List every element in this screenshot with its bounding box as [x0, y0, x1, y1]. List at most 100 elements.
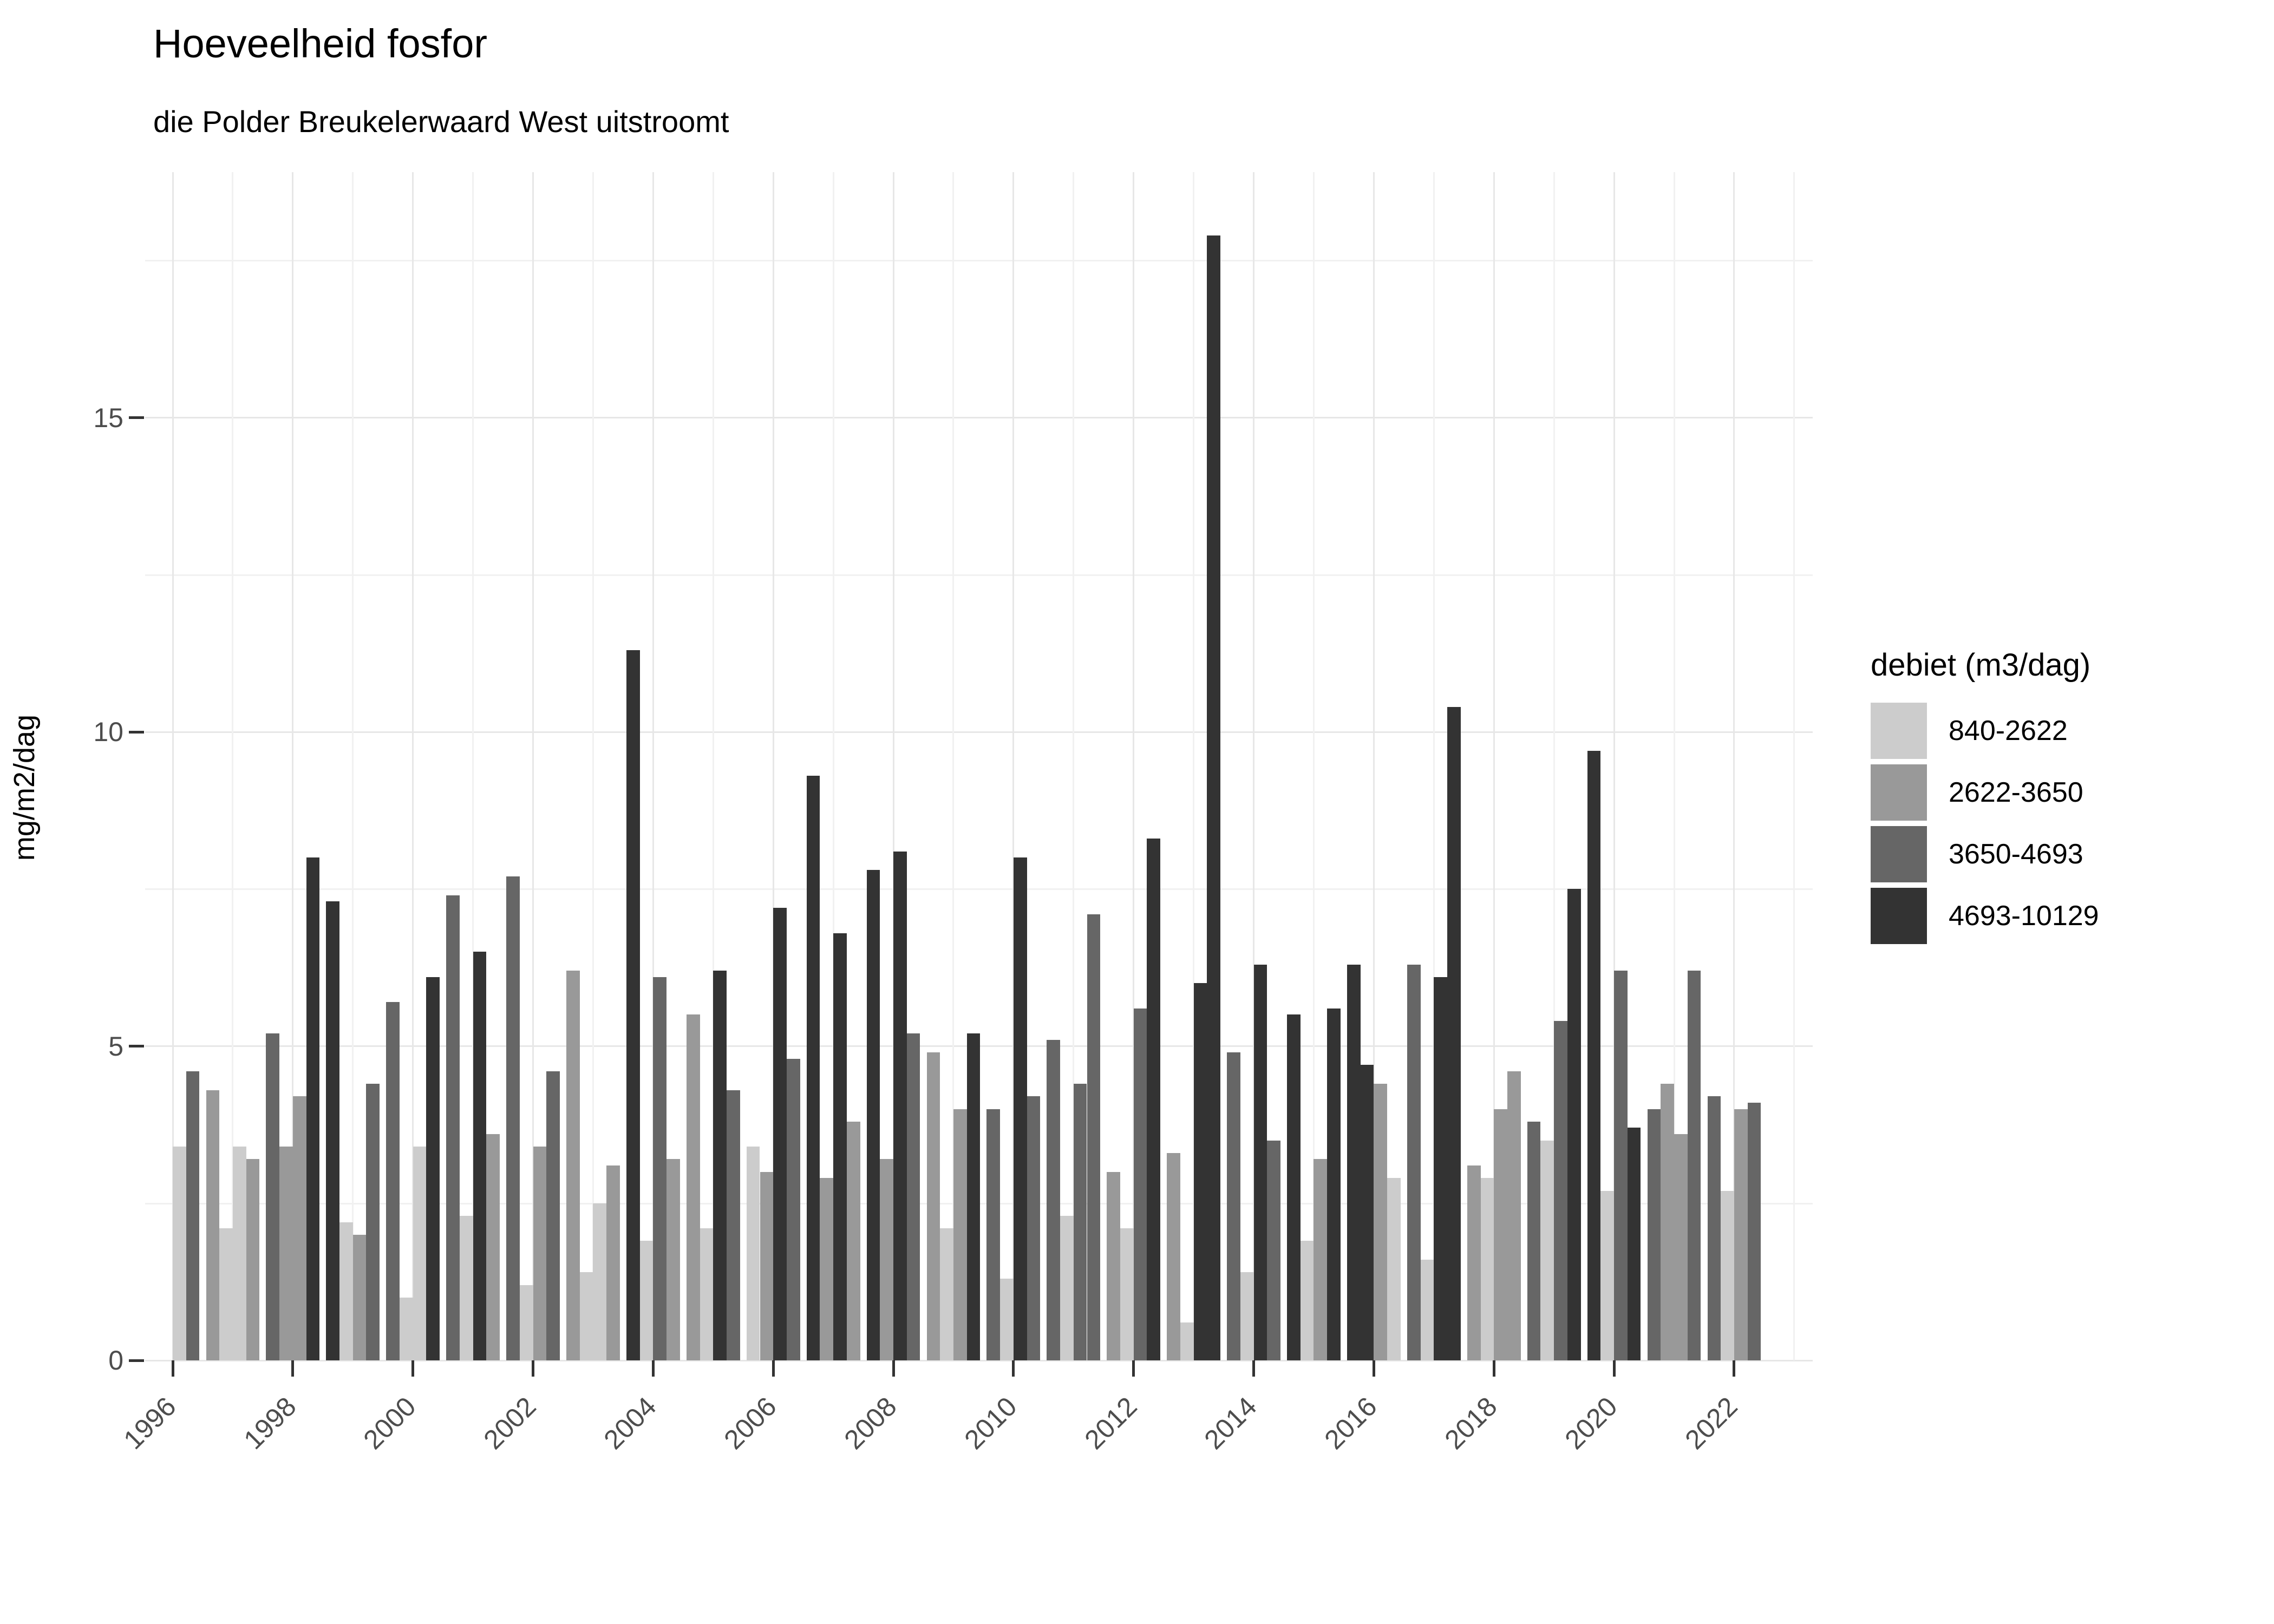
bar-2018-q4 — [1507, 1071, 1521, 1360]
bar-2000-q2 — [399, 1297, 413, 1360]
bar-2008-q1 — [866, 870, 880, 1360]
bar-2003-q3 — [593, 1203, 607, 1360]
gridline-major-v — [172, 172, 174, 1360]
bar-2005-q1 — [686, 1014, 700, 1360]
bar-2020-q4 — [1627, 1128, 1641, 1360]
bar-2021-q1 — [1647, 1109, 1661, 1360]
x-tick-label: 2010 — [958, 1391, 1023, 1456]
bar-2005-q3 — [713, 971, 727, 1360]
bar-2022-q2 — [1721, 1190, 1734, 1360]
bar-2011-q4 — [1087, 914, 1101, 1360]
bar-2009-q1 — [926, 1052, 940, 1360]
bar-2007-q2 — [820, 1178, 834, 1360]
bar-2010-q1 — [986, 1109, 1001, 1360]
gridline-minor-v — [712, 172, 714, 1360]
gridline-major-v — [1733, 172, 1735, 1360]
bar-2003-q1 — [566, 971, 580, 1360]
bar-1999-q1 — [326, 901, 340, 1360]
x-tick — [1612, 1360, 1616, 1377]
gridline-major-v — [652, 172, 654, 1360]
x-tick-label: 2018 — [1439, 1391, 1503, 1456]
bar-2009-q3 — [953, 1109, 967, 1360]
bar-2000-q4 — [426, 977, 440, 1360]
x-tick-label: 2000 — [357, 1391, 422, 1456]
bar-2003-q4 — [606, 1165, 620, 1360]
bar-2015-q2 — [1300, 1241, 1314, 1360]
bar-2002-q4 — [546, 1071, 560, 1360]
gridline-major-v — [292, 172, 294, 1360]
bar-2019-q3 — [1554, 1021, 1567, 1360]
gridline-minor-h — [145, 260, 1813, 262]
bar-2014-q4 — [1267, 1140, 1280, 1360]
x-tick — [1132, 1360, 1135, 1377]
gridline-major-h — [145, 417, 1813, 418]
gridline-minor-v — [592, 172, 594, 1360]
gridline-minor-v — [952, 172, 955, 1360]
chart-subtitle: die Polder Breukelerwaard West uitstroom… — [153, 104, 729, 139]
y-tick-label: 0 — [108, 1345, 123, 1376]
bar-2011-q3 — [1073, 1084, 1087, 1360]
legend-rows: 840-2622 2622-3650 3650-4693 4693-10129 — [1871, 703, 2271, 944]
bar-2013-q4 — [1207, 235, 1221, 1360]
gridline-minor-h — [145, 574, 1813, 576]
bar-2020-q1 — [1587, 750, 1601, 1360]
bar-2011-q1 — [1047, 1039, 1061, 1360]
gridline-minor-h — [145, 888, 1813, 890]
bar-1999-q2 — [339, 1222, 353, 1360]
gridline-minor-v — [832, 172, 834, 1360]
bar-2002-q2 — [519, 1285, 533, 1360]
bar-2009-q2 — [940, 1228, 953, 1360]
x-tick — [1492, 1360, 1495, 1377]
x-tick — [772, 1360, 775, 1377]
bar-2000-q3 — [413, 1147, 427, 1360]
bar-1997-q2 — [219, 1228, 233, 1360]
legend-item-3650-4693: 3650-4693 — [1871, 826, 2271, 882]
gridline-minor-v — [1073, 172, 1075, 1360]
bar-2012-q4 — [1147, 839, 1161, 1360]
bar-2019-q2 — [1540, 1140, 1554, 1360]
bar-2020-q3 — [1614, 971, 1628, 1360]
gridline-major-h — [145, 731, 1813, 733]
x-tick-label: 2014 — [1198, 1391, 1263, 1456]
gridline-major-v — [1012, 172, 1015, 1360]
bar-2016-q3 — [1374, 1084, 1388, 1360]
chart-title: Hoeveelheid fosfor — [153, 21, 488, 66]
x-tick-label: 2008 — [838, 1391, 903, 1456]
bar-2001-q2 — [459, 1215, 473, 1360]
bar-2010-q2 — [1000, 1279, 1014, 1360]
y-tick — [129, 416, 144, 419]
bar-2021-q4 — [1687, 971, 1701, 1360]
bar-2017-q4 — [1447, 706, 1461, 1360]
gridline-major-v — [1493, 172, 1495, 1360]
x-tick — [1012, 1360, 1015, 1377]
x-tick-label: 2004 — [598, 1391, 662, 1456]
bar-2013-q3 — [1193, 983, 1207, 1360]
gridline-major-v — [1133, 172, 1135, 1360]
bar-1997-q1 — [206, 1090, 220, 1360]
bar-2022-q4 — [1747, 1102, 1761, 1360]
bar-2007-q1 — [806, 776, 820, 1360]
bar-2007-q4 — [846, 1121, 860, 1360]
legend-title: debiet (m3/dag) — [1871, 647, 2091, 683]
bar-2013-q1 — [1167, 1152, 1180, 1360]
gridline-major-v — [1373, 172, 1375, 1360]
bar-2012-q2 — [1120, 1228, 1134, 1360]
bar-2016-q4 — [1387, 1178, 1401, 1360]
gridline-minor-v — [1193, 172, 1195, 1360]
gridline-minor-v — [1673, 172, 1675, 1360]
bar-2018-q1 — [1467, 1165, 1481, 1360]
bar-2000-q1 — [386, 1002, 400, 1360]
bar-2005-q2 — [700, 1228, 714, 1360]
bar-1996-q3 — [173, 1147, 186, 1360]
bar-2014-q2 — [1240, 1272, 1254, 1360]
bar-2020-q2 — [1600, 1190, 1615, 1360]
gridline-major-h — [145, 1359, 1813, 1361]
x-tick — [1372, 1360, 1375, 1377]
bar-2017-q1 — [1407, 964, 1421, 1360]
bar-2015-q1 — [1287, 1014, 1301, 1360]
bar-1998-q1 — [266, 1033, 280, 1360]
bar-2009-q4 — [966, 1033, 981, 1360]
bar-2004-q2 — [639, 1241, 654, 1360]
y-tick — [129, 1045, 144, 1047]
legend-swatch-icon — [1871, 703, 1927, 759]
